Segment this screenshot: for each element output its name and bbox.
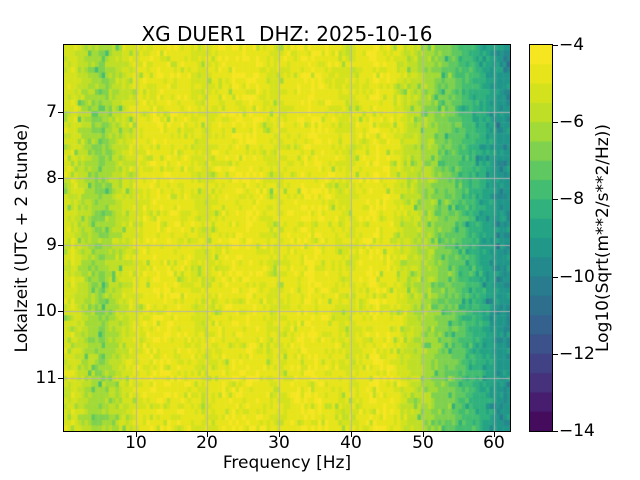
x-tick-label: 10: [125, 433, 147, 453]
x-tick-mark: [494, 432, 495, 437]
plot-area: [63, 44, 511, 432]
plot-title: XG DUER1 DHZ: 2025-10-16: [141, 22, 433, 46]
colorbar-tick-label: −4: [559, 35, 585, 55]
colorbar-tick-label: −12: [559, 344, 595, 364]
x-tick-label: 60: [483, 433, 505, 453]
colorbar-tick-mark: [553, 354, 558, 355]
x-tick-label: 50: [412, 433, 434, 453]
colorbar: [529, 44, 553, 432]
x-tick-mark: [423, 432, 424, 437]
y-tick-label: 10: [35, 301, 57, 321]
x-axis-label: Frequency [Hz]: [222, 453, 352, 473]
colorbar-tick-label: −14: [559, 421, 595, 441]
x-tick-mark: [136, 432, 137, 437]
y-tick-mark: [58, 178, 63, 179]
y-tick-label: 11: [35, 368, 57, 388]
y-tick-mark: [58, 112, 63, 113]
x-tick-label: 30: [268, 433, 290, 453]
colorbar-tick-label: −6: [559, 112, 585, 132]
colorbar-tick-mark: [553, 277, 558, 278]
colorbar-tick-mark: [553, 45, 558, 46]
x-tick-mark: [279, 432, 280, 437]
colorbar-tick-label: −8: [559, 189, 585, 209]
y-tick-label: 7: [46, 102, 57, 122]
y-tick-label: 8: [46, 168, 57, 188]
colorbar-canvas: [530, 45, 552, 431]
spectrogram-canvas: [64, 45, 510, 431]
x-tick-mark: [207, 432, 208, 437]
y-tick-mark: [58, 245, 63, 246]
y-tick-label: 9: [46, 235, 57, 255]
colorbar-label: Log10(Sqrt(m**2/s**2/Hz)): [593, 124, 613, 352]
y-tick-mark: [58, 378, 63, 379]
colorbar-tick-mark: [553, 122, 558, 123]
colorbar-tick-mark: [553, 199, 558, 200]
x-tick-mark: [351, 432, 352, 437]
x-tick-label: 40: [340, 433, 362, 453]
x-tick-label: 20: [196, 433, 218, 453]
colorbar-tick-label: −10: [559, 267, 595, 287]
y-tick-mark: [58, 311, 63, 312]
colorbar-tick-mark: [553, 431, 558, 432]
